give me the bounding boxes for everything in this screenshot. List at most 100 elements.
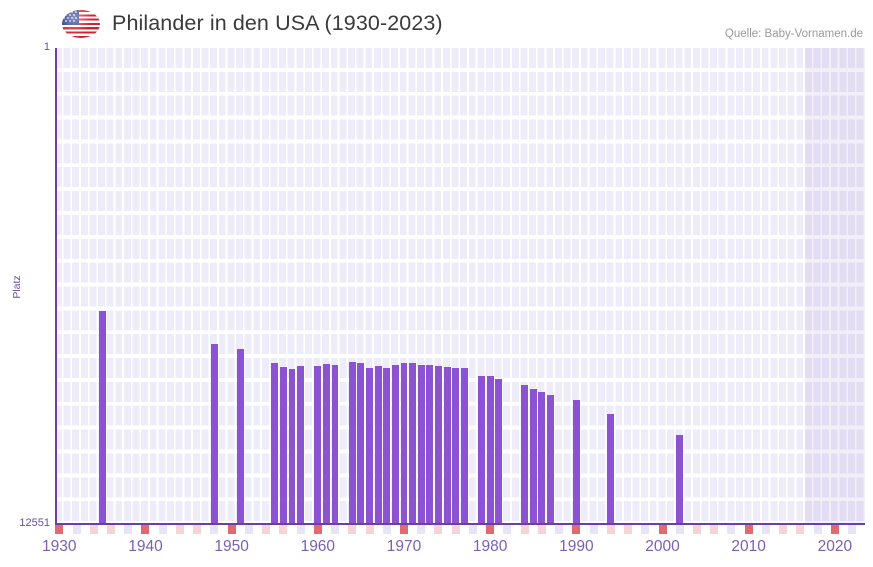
x-axis-tick xyxy=(675,525,684,534)
x-axis-tick xyxy=(434,525,443,534)
x-axis-tick xyxy=(296,525,305,534)
bar[interactable] xyxy=(279,366,287,525)
bar[interactable] xyxy=(210,343,218,525)
x-axis-tick xyxy=(365,525,374,534)
bar[interactable] xyxy=(443,367,451,525)
x-axis-tick xyxy=(107,525,115,534)
bar[interactable] xyxy=(314,366,322,525)
bar[interactable] xyxy=(521,385,529,525)
x-axis-label: 1990 xyxy=(559,538,594,555)
x-axis-tick xyxy=(382,525,391,534)
bar[interactable] xyxy=(435,366,442,525)
bar[interactable] xyxy=(331,364,339,525)
x-axis-tick xyxy=(761,525,770,534)
bar[interactable] xyxy=(357,363,365,525)
x-axis-tick xyxy=(279,525,288,534)
bar[interactable] xyxy=(547,394,554,525)
y-axis-top-label: 1 xyxy=(43,41,50,53)
x-axis-label: 2010 xyxy=(731,538,766,555)
x-axis-tick xyxy=(89,525,98,534)
x-axis-label: 1980 xyxy=(472,538,508,555)
x-axis-tick xyxy=(658,525,667,534)
x-axis-tick xyxy=(503,525,512,534)
x-axis-tick xyxy=(399,525,408,534)
us-flag-icon xyxy=(62,10,100,38)
future-shaded-band xyxy=(804,48,865,525)
x-axis-tick xyxy=(124,525,133,534)
bar[interactable] xyxy=(366,368,373,525)
x-axis-tick xyxy=(193,525,202,534)
x-axis-tick xyxy=(589,525,598,534)
chart-header: Philander in den USA (1930-2023) Quelle:… xyxy=(0,0,873,48)
x-axis-tick xyxy=(555,525,564,534)
bar[interactable] xyxy=(98,311,106,525)
bar[interactable] xyxy=(538,392,546,525)
bar[interactable] xyxy=(426,365,434,525)
x-axis-tick xyxy=(417,525,426,534)
x-axis-tick xyxy=(141,525,150,534)
x-axis-tick xyxy=(606,525,615,534)
x-axis-tick xyxy=(624,525,633,534)
bar[interactable] xyxy=(400,363,408,525)
bar[interactable] xyxy=(452,368,460,525)
x-axis-label: 2000 xyxy=(645,538,680,555)
bar[interactable] xyxy=(495,379,503,525)
bar[interactable] xyxy=(676,434,684,525)
x-axis-tick xyxy=(537,525,546,534)
x-axis-tick xyxy=(572,525,581,534)
y-axis-labels: 1 12551 Platz xyxy=(0,0,50,567)
x-axis-label: 1930 xyxy=(42,538,77,555)
x-axis-tick xyxy=(641,525,650,534)
bar[interactable] xyxy=(572,400,580,525)
x-axis-tick xyxy=(486,525,495,534)
x-axis-tick xyxy=(468,525,477,534)
x-axis-tick xyxy=(55,525,64,534)
bar[interactable] xyxy=(478,375,485,525)
y-axis-title: Platz xyxy=(11,275,23,299)
x-axis-tick xyxy=(796,525,805,534)
x-axis-tick xyxy=(313,525,322,534)
x-axis-tick xyxy=(262,525,271,534)
x-axis-label: 2020 xyxy=(817,538,853,555)
x-axis-tick xyxy=(227,525,236,534)
x-axis-tick xyxy=(779,525,788,534)
grid xyxy=(55,48,865,525)
x-axis-tick xyxy=(520,525,529,534)
x-axis-tick xyxy=(848,525,857,534)
x-axis-tick xyxy=(710,525,719,534)
bar[interactable] xyxy=(374,365,382,525)
bar[interactable] xyxy=(409,363,417,525)
x-axis-line xyxy=(55,523,865,525)
bar[interactable] xyxy=(288,368,296,525)
x-axis-tick xyxy=(692,525,701,534)
x-axis-tick xyxy=(830,525,839,534)
x-axis-tick xyxy=(744,525,753,534)
x-axis-tick xyxy=(813,525,822,534)
bar[interactable] xyxy=(460,367,468,525)
bar[interactable] xyxy=(529,388,537,525)
bar[interactable] xyxy=(607,414,615,525)
bar[interactable] xyxy=(271,363,279,525)
bar[interactable] xyxy=(348,361,356,525)
x-axis-tick xyxy=(158,525,167,534)
page-title: Philander in den USA (1930-2023) xyxy=(112,11,443,35)
bar[interactable] xyxy=(236,349,244,525)
bar[interactable] xyxy=(322,363,330,525)
x-axis-tick xyxy=(451,525,460,534)
bar[interactable] xyxy=(486,375,494,525)
bar[interactable] xyxy=(297,366,305,525)
bar[interactable] xyxy=(417,364,425,525)
y-axis-line xyxy=(55,48,57,525)
x-axis-tick xyxy=(727,525,736,534)
bar[interactable] xyxy=(383,367,391,525)
x-axis-tick xyxy=(348,525,357,534)
y-axis-bottom-label: 12551 xyxy=(19,517,50,529)
x-axis-label: 1960 xyxy=(300,538,336,555)
bar[interactable] xyxy=(391,364,399,525)
x-axis-tick xyxy=(175,525,184,534)
x-axis-tick xyxy=(331,525,340,534)
x-axis-tick xyxy=(244,525,253,534)
x-axis-label: 1950 xyxy=(214,538,249,555)
x-axis-tick xyxy=(210,525,219,534)
